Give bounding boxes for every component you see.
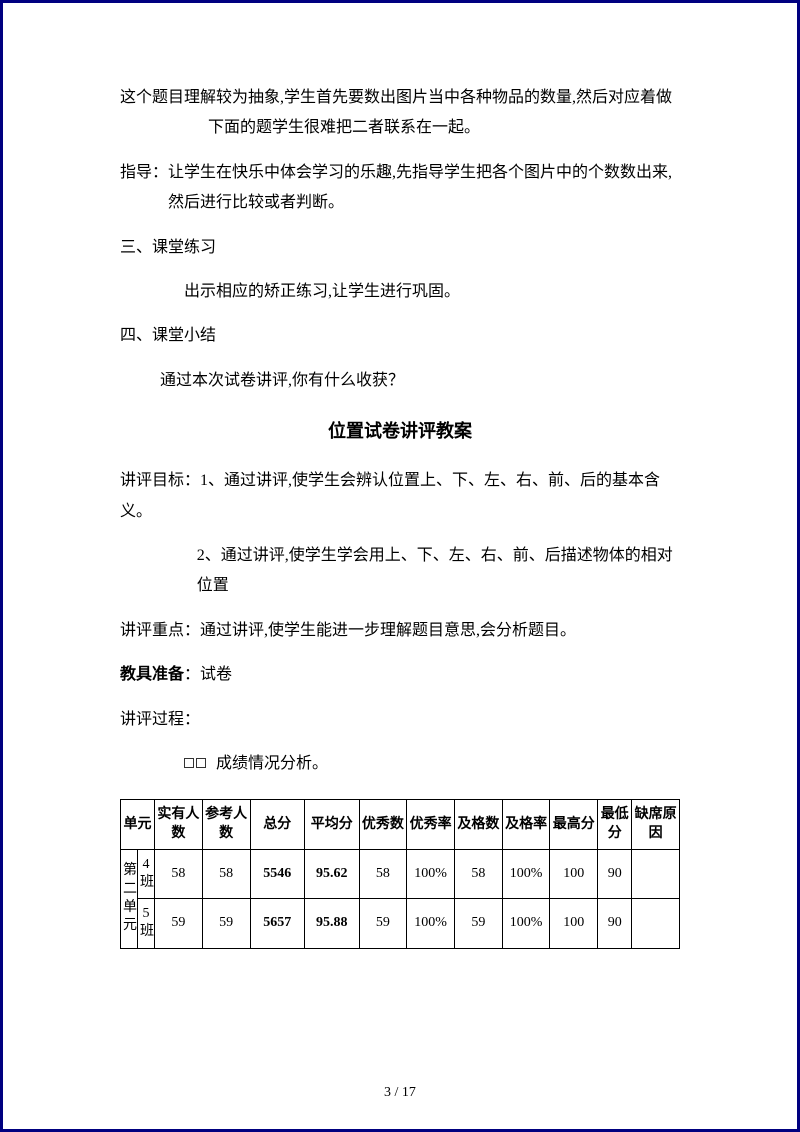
goal-2: 2、通过讲评,使学生学会用上、下、左、右、前、后描述物体的相对位置	[120, 541, 680, 602]
td-exc-n: 58	[359, 849, 407, 898]
td-actual: 59	[155, 899, 203, 948]
td-absent	[632, 899, 680, 948]
td-class: 5班	[138, 899, 155, 948]
paragraph-abstract: 这个题目理解较为抽象,学生首先要数出图片当中各种物品的数量,然后对应着做下面的题…	[120, 83, 680, 144]
td-exc-r: 100%	[407, 849, 455, 898]
table-row: 第二单元 4班 58 58 5546 95.62 58 100% 58 100%…	[121, 849, 680, 898]
td-ref: 58	[202, 849, 250, 898]
section-3-heading: 三、课堂练习	[120, 233, 680, 263]
th-avg: 平均分	[305, 800, 360, 849]
td-max: 100	[550, 849, 598, 898]
td-total: 5546	[250, 849, 305, 898]
td-pass-r: 100%	[502, 849, 550, 898]
td-pass-r: 100%	[502, 899, 550, 948]
th-exc-r: 优秀率	[407, 800, 455, 849]
td-min: 90	[598, 899, 632, 948]
td-avg: 95.88	[305, 899, 360, 948]
page-frame: 这个题目理解较为抽象,学生首先要数出图片当中各种物品的数量,然后对应着做下面的题…	[0, 0, 800, 1132]
th-unit: 单元	[121, 800, 155, 849]
section-4-heading: 四、课堂小结	[120, 321, 680, 351]
goal-1: 讲评目标：1、通过讲评,使学生会辨认位置上、下、左、右、前、后的基本含义。	[120, 466, 680, 527]
section-3-body: 出示相应的矫正练习,让学生进行巩固。	[120, 277, 680, 307]
td-pass-n: 59	[455, 899, 503, 948]
page-footer: 3 / 17	[3, 1085, 797, 1101]
focus-line: 讲评重点：通过讲评,使学生能进一步理解题目意思,会分析题目。	[120, 616, 680, 646]
tools-label: 教具准备	[120, 666, 184, 683]
tools-value: ：试卷	[184, 666, 232, 683]
th-min: 最低分	[598, 800, 632, 849]
lesson-title: 位置试卷讲评教案	[120, 414, 680, 448]
th-max: 最高分	[550, 800, 598, 849]
td-pass-n: 58	[455, 849, 503, 898]
square-icon	[196, 758, 206, 768]
th-actual: 实有人数	[155, 800, 203, 849]
td-min: 90	[598, 849, 632, 898]
result-text: 成绩情况分析。	[216, 755, 328, 772]
score-table: 单元 实有人数 参考人数 总分 平均分 优秀数 优秀率 及格数 及格率 最高分 …	[120, 799, 680, 948]
td-exc-n: 59	[359, 899, 407, 948]
th-ref: 参考人数	[202, 800, 250, 849]
process-line: 讲评过程：	[120, 705, 680, 735]
td-total: 5657	[250, 899, 305, 948]
td-exc-r: 100%	[407, 899, 455, 948]
square-icon	[184, 758, 194, 768]
td-absent	[632, 849, 680, 898]
td-max: 100	[550, 899, 598, 948]
th-absent: 缺席原因	[632, 800, 680, 849]
section-4-body: 通过本次试卷讲评,你有什么收获？	[120, 366, 680, 396]
td-ref: 59	[202, 899, 250, 948]
th-pass-r: 及格率	[502, 800, 550, 849]
tools-line: 教具准备：试卷	[120, 660, 680, 690]
paragraph-guide: 指导：让学生在快乐中体会学习的乐趣,先指导学生把各个图片中的个数数出来,然后进行…	[120, 158, 680, 219]
td-unit: 第二单元	[121, 849, 138, 948]
result-line: 成绩情况分析。	[120, 749, 680, 779]
content-area: 这个题目理解较为抽象,学生首先要数出图片当中各种物品的数量,然后对应着做下面的题…	[120, 83, 680, 949]
table-row: 5班 59 59 5657 95.88 59 100% 59 100% 100 …	[121, 899, 680, 948]
td-class: 4班	[138, 849, 155, 898]
th-total: 总分	[250, 800, 305, 849]
th-pass-n: 及格数	[455, 800, 503, 849]
table-header-row: 单元 实有人数 参考人数 总分 平均分 优秀数 优秀率 及格数 及格率 最高分 …	[121, 800, 680, 849]
th-exc-n: 优秀数	[359, 800, 407, 849]
td-avg: 95.62	[305, 849, 360, 898]
td-actual: 58	[155, 849, 203, 898]
